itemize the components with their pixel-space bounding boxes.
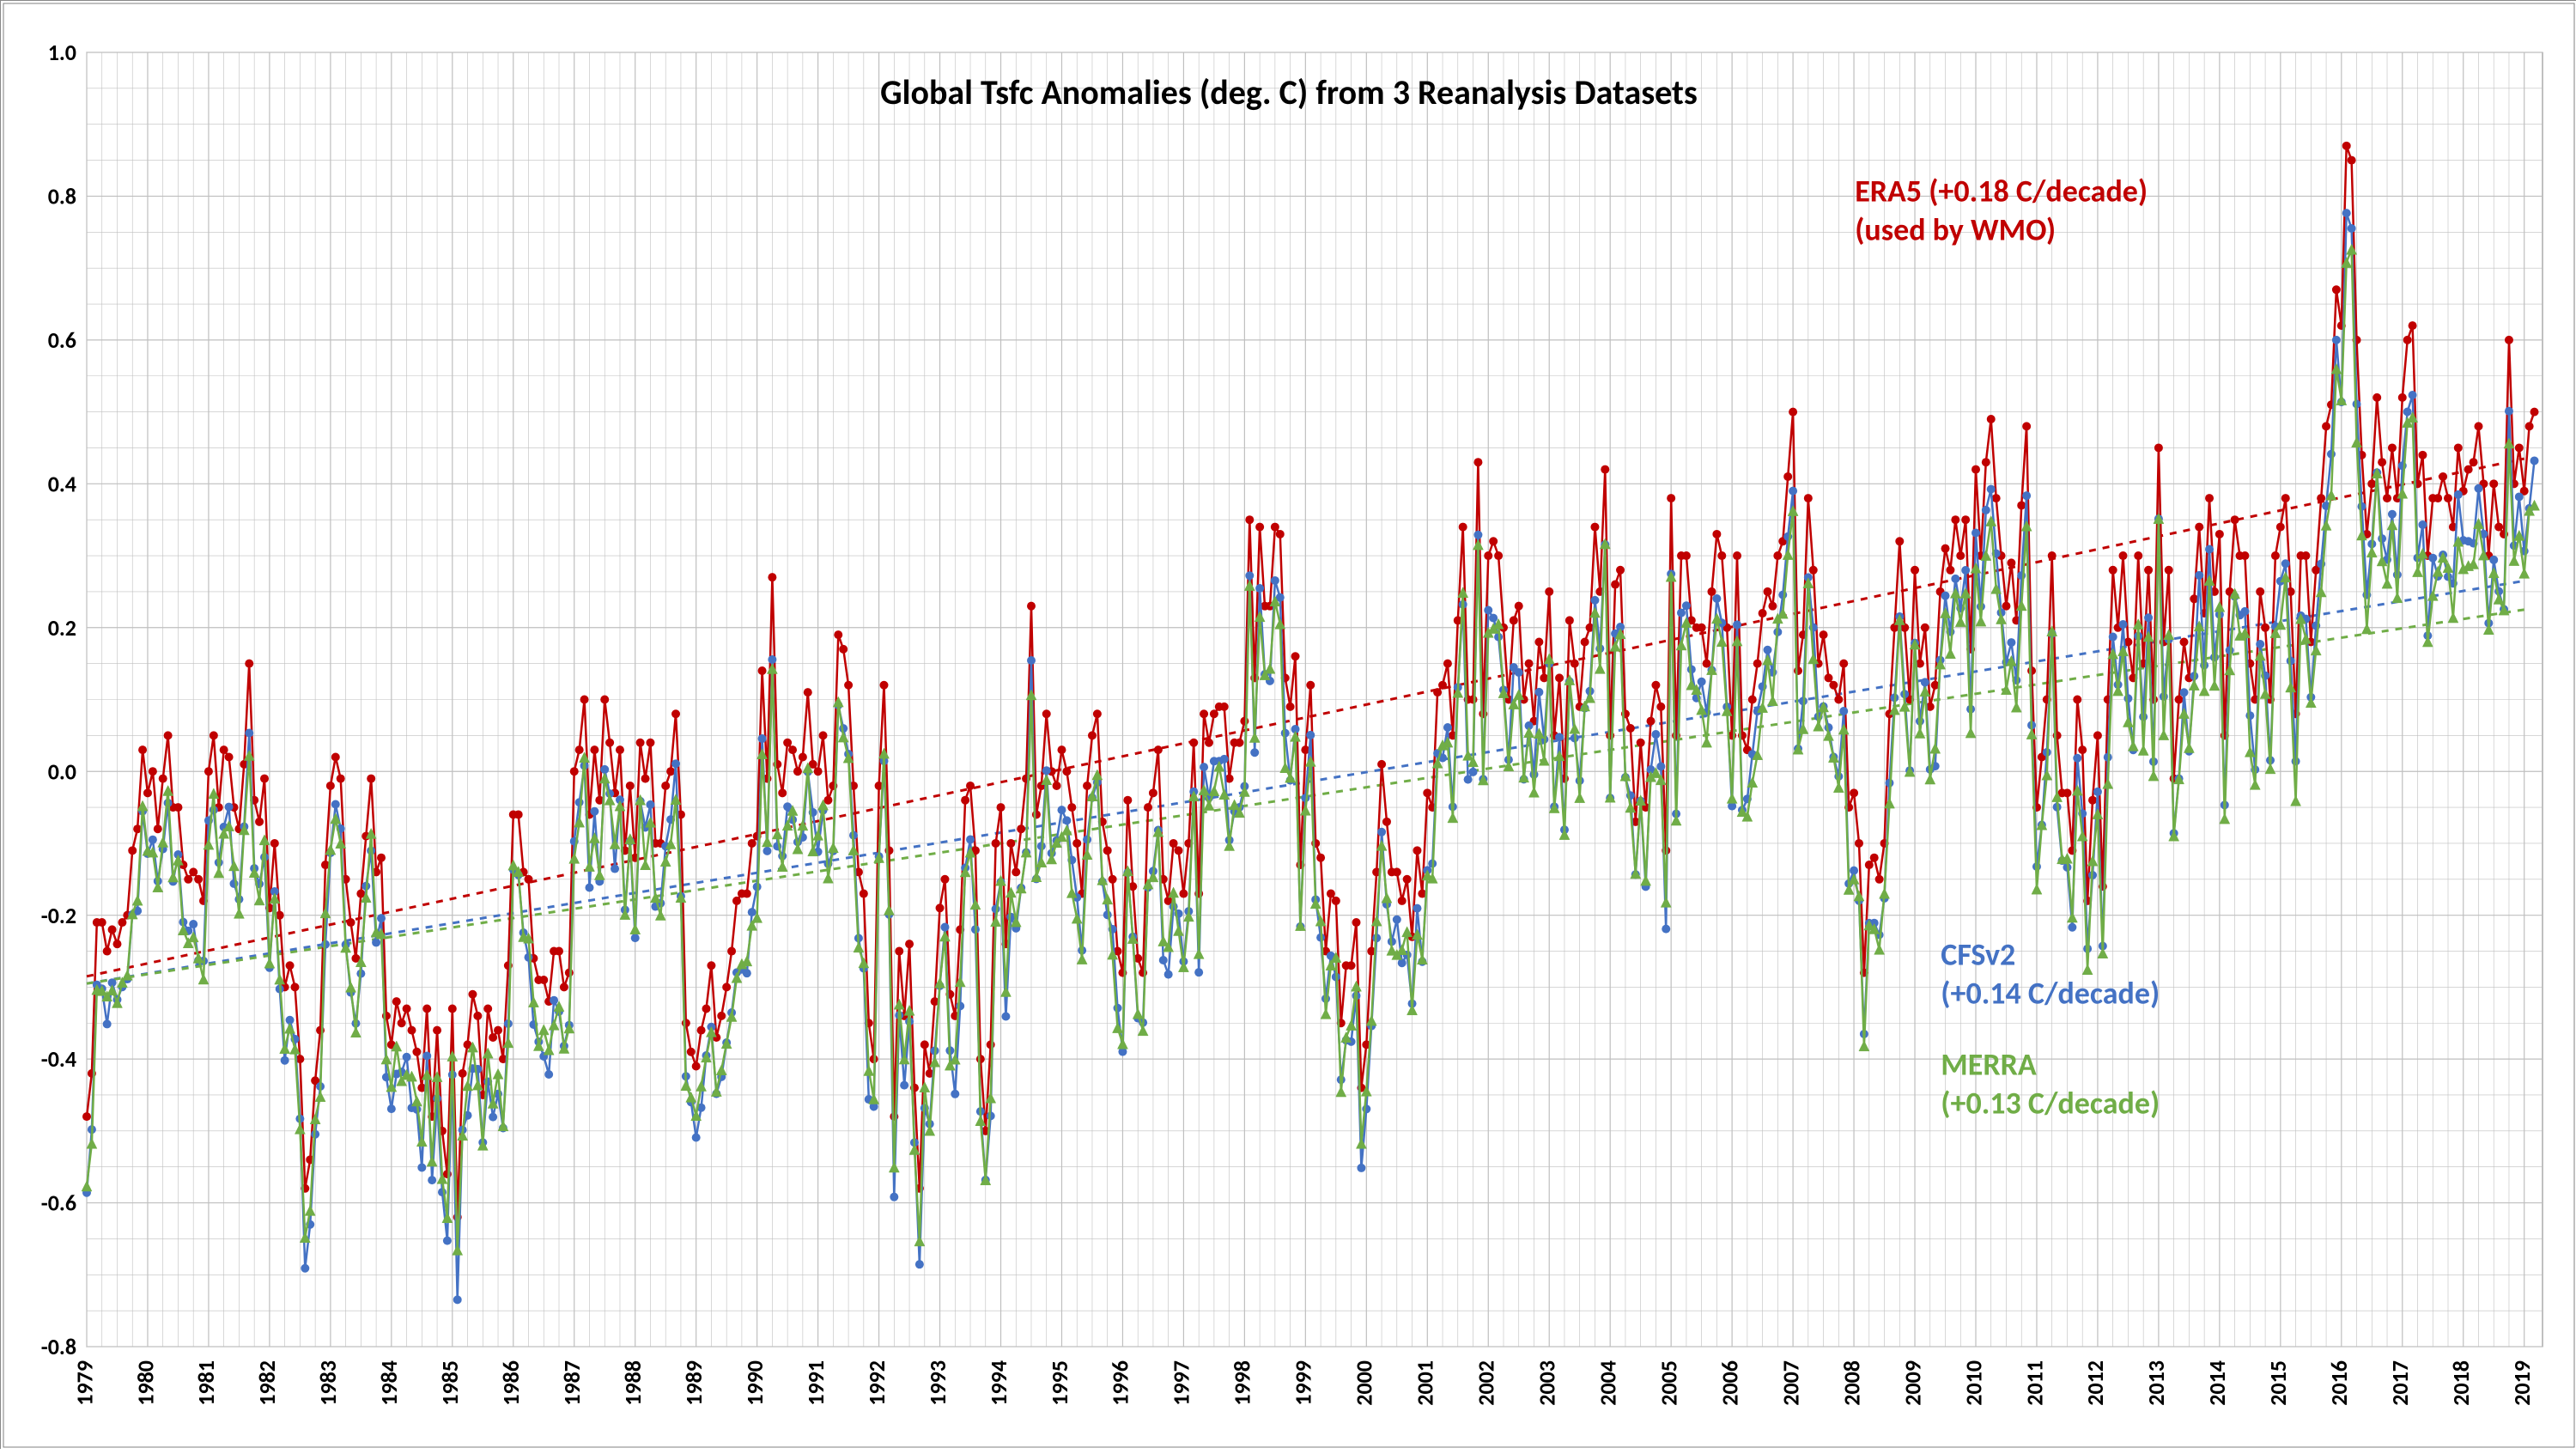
chart-annotation: (+0.14 C/decade) (1941, 975, 2160, 1013)
svg-text:-0.2: -0.2 (41, 902, 76, 929)
svg-text:1996: 1996 (1107, 1360, 1134, 1406)
svg-text:1985: 1985 (436, 1360, 464, 1406)
svg-text:1983: 1983 (314, 1360, 342, 1406)
svg-text:1992: 1992 (863, 1360, 890, 1406)
svg-text:2003: 2003 (1534, 1360, 1561, 1406)
svg-text:-0.8: -0.8 (41, 1333, 76, 1360)
svg-text:2005: 2005 (1655, 1360, 1682, 1406)
chart-container: -0.8 -0.6 -0.4 -0.2 0.0 0.2 0.4 0.6 0.8 1.0 1979 19… (0, 0, 2576, 1449)
svg-text:1993: 1993 (924, 1360, 951, 1406)
svg-text:2009: 2009 (1899, 1360, 1926, 1406)
svg-text:0.6: 0.6 (48, 326, 76, 354)
svg-text:1980: 1980 (131, 1360, 159, 1406)
svg-text:1986: 1986 (497, 1360, 525, 1406)
svg-text:2006: 2006 (1716, 1360, 1743, 1406)
chart-annotation: (used by WMO) (1855, 211, 2056, 249)
svg-text:0.2: 0.2 (48, 614, 76, 642)
svg-text:0.8: 0.8 (48, 183, 76, 210)
svg-text:1999: 1999 (1290, 1360, 1317, 1406)
svg-text:2017: 2017 (2386, 1360, 2414, 1406)
svg-text:2014: 2014 (2203, 1360, 2231, 1406)
svg-text:1981: 1981 (192, 1360, 220, 1406)
svg-text:2015: 2015 (2264, 1360, 2292, 1406)
svg-text:0.4: 0.4 (48, 470, 76, 497)
svg-text:1982: 1982 (253, 1360, 281, 1406)
svg-text:1997: 1997 (1168, 1360, 1195, 1406)
svg-text:2000: 2000 (1351, 1360, 1378, 1406)
chart-annotation: ERA5 (+0.18 C/decade) (1855, 172, 2148, 210)
svg-text:-0.6: -0.6 (41, 1189, 76, 1217)
svg-text:1979: 1979 (70, 1360, 98, 1406)
svg-text:2011: 2011 (2020, 1360, 2048, 1406)
svg-text:1998: 1998 (1229, 1360, 1256, 1406)
svg-text:2008: 2008 (1838, 1360, 1865, 1406)
svg-text:2016: 2016 (2325, 1360, 2353, 1406)
svg-text:2007: 2007 (1777, 1360, 1804, 1406)
svg-text:2013: 2013 (2142, 1360, 2170, 1406)
chart-annotation: MERRA (1941, 1046, 2037, 1084)
svg-text:2002: 2002 (1473, 1360, 1500, 1406)
svg-text:1988: 1988 (619, 1360, 647, 1406)
svg-text:2018: 2018 (2447, 1360, 2475, 1406)
svg-text:2004: 2004 (1594, 1360, 1621, 1406)
svg-text:0.0: 0.0 (48, 757, 76, 785)
svg-text:2010: 2010 (1959, 1360, 1987, 1406)
svg-text:1990: 1990 (741, 1360, 769, 1406)
chart-annotation: (+0.13 C/decade) (1941, 1085, 2160, 1122)
svg-text:2001: 2001 (1412, 1360, 1439, 1406)
svg-text:1.0: 1.0 (48, 39, 76, 66)
svg-text:1991: 1991 (802, 1360, 829, 1406)
temperature-anomaly-chart: -0.8 -0.6 -0.4 -0.2 0.0 0.2 0.4 0.6 0.8 1.0 1979 19… (1, 1, 2576, 1450)
svg-text:1984: 1984 (375, 1360, 403, 1406)
svg-text:1989: 1989 (680, 1360, 708, 1406)
svg-text:-0.4: -0.4 (41, 1045, 76, 1073)
chart-annotation: CFSv2 (1941, 935, 2015, 973)
svg-text:2012: 2012 (2081, 1360, 2109, 1406)
svg-text:1995: 1995 (1046, 1360, 1073, 1406)
svg-text:1987: 1987 (558, 1360, 586, 1406)
svg-text:2019: 2019 (2508, 1360, 2536, 1406)
svg-text:1994: 1994 (985, 1360, 1012, 1406)
svg-text:Global Tsfc Anomalies (deg. C): Global Tsfc Anomalies (deg. C) from 3 Re… (880, 71, 1698, 113)
